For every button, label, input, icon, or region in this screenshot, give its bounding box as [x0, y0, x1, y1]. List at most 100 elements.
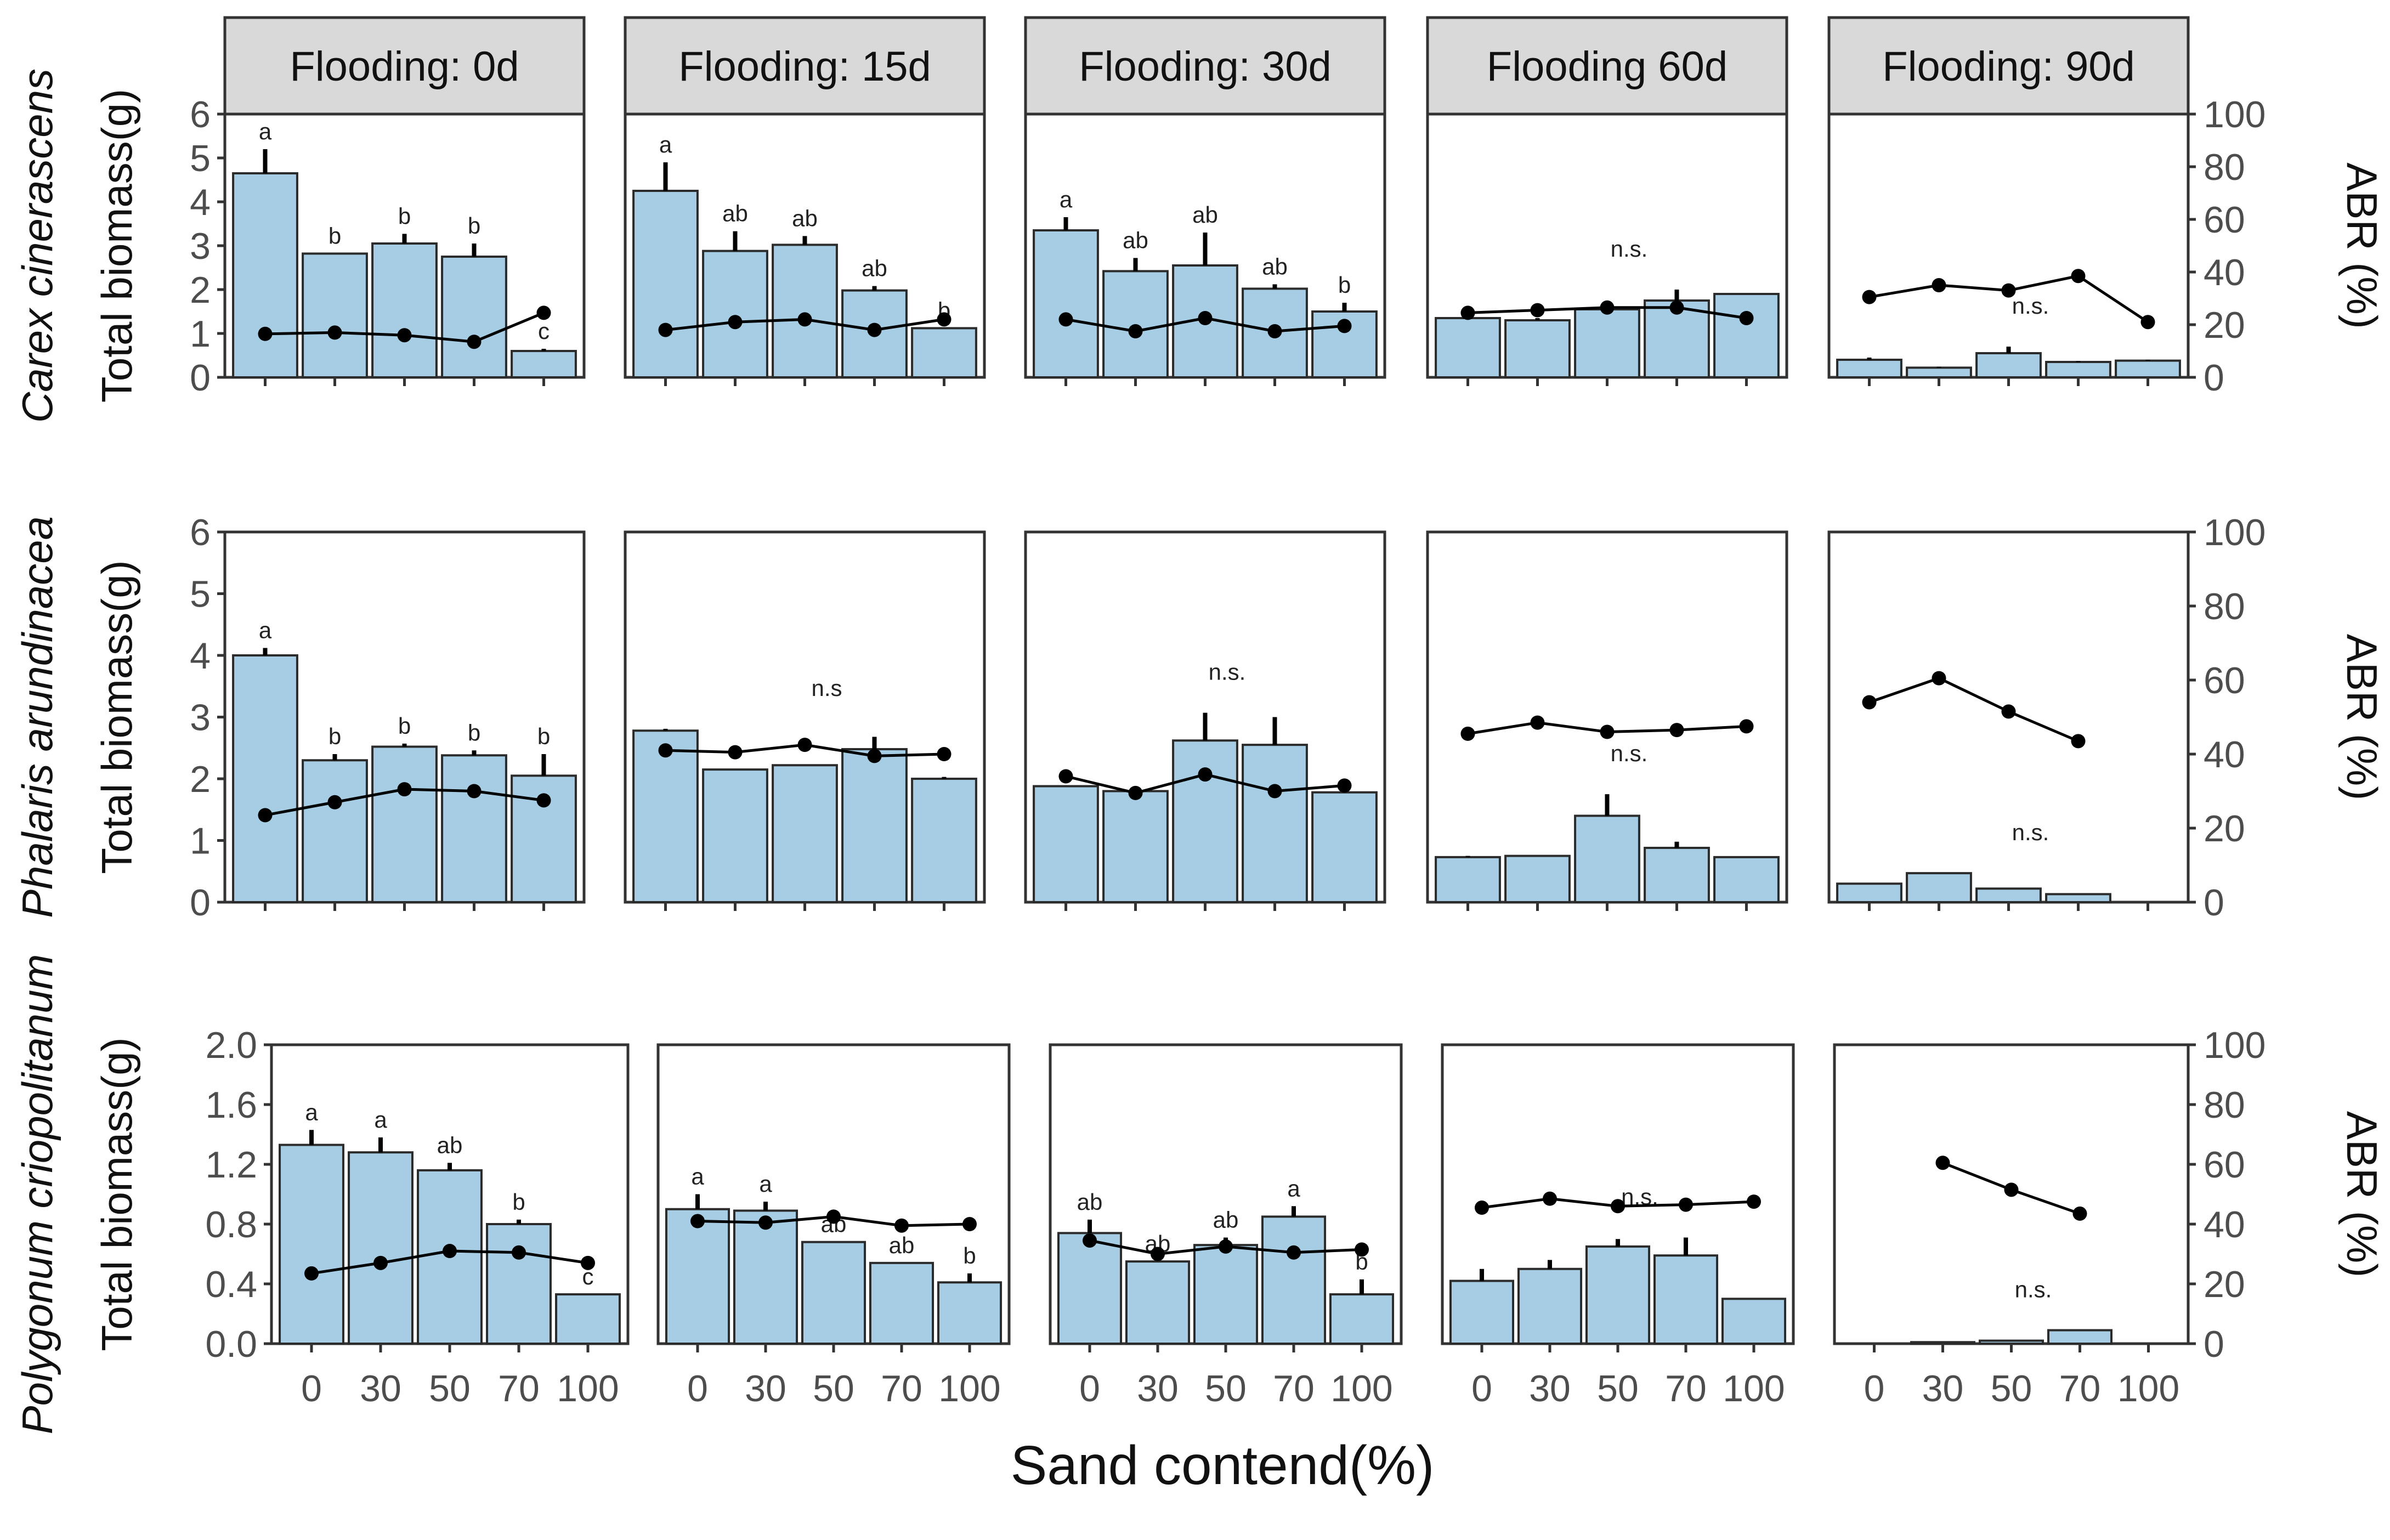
bar-30 [1504, 854, 1571, 903]
sig-ns-label: n.s. [2012, 819, 2049, 845]
y-tick-label-r1-0: 0 [190, 357, 211, 399]
x-tick-label-0: 0 [1864, 1368, 1885, 1409]
bar-30 [1906, 366, 1972, 379]
x-tick-label-30: 30 [360, 1368, 401, 1409]
sig-letter-100: c [538, 318, 550, 344]
y-tick-label-r2-0: 0 [190, 882, 211, 924]
abr-tick-label-r2-2: 40 [2204, 734, 2245, 775]
y-axis-title-r1: Total biomass(g) [93, 89, 141, 403]
abr-point-30 [327, 325, 342, 340]
bar-30 [733, 1209, 798, 1345]
abr-point-0 [304, 1266, 319, 1281]
x-tick-label-70: 70 [2059, 1368, 2101, 1409]
panel-r1-c5: n.s. [1827, 112, 2190, 386]
bar-50 [1172, 739, 1238, 903]
abr-point-50 [1600, 724, 1615, 739]
abr-tick-label-r2-1: 20 [2204, 808, 2245, 850]
abr-point-70 [1267, 324, 1282, 338]
sig-letter-30: b [329, 723, 341, 749]
abr-point-50 [1198, 311, 1213, 325]
abr-point-30 [1543, 1191, 1557, 1206]
abr-point-70 [1679, 1197, 1693, 1212]
panel-r2-c2: n.s [624, 530, 986, 911]
strip-label-2: Flooding: 15d [678, 43, 931, 90]
abr-point-100 [1337, 319, 1352, 333]
abr-point-30 [1530, 715, 1545, 730]
abr-point-50 [1219, 1239, 1233, 1254]
abr-point-70 [1267, 784, 1282, 799]
abr-point-100 [962, 1217, 977, 1231]
sig-letter-50: ab [1192, 202, 1218, 228]
abr-point-0 [1083, 1233, 1097, 1248]
bar-0 [1033, 785, 1099, 903]
bar-0 [1836, 882, 1902, 903]
abr-point-100 [1747, 1194, 1761, 1209]
abr-point-70 [1287, 1245, 1301, 1260]
bar-70 [2045, 361, 2111, 378]
y-tick-label-r2-5: 5 [190, 574, 211, 615]
y-axis-title-r2: Total biomass(g) [93, 560, 141, 874]
x-tick-label-50: 50 [429, 1368, 471, 1409]
abr-point-30 [1530, 303, 1545, 318]
y-tick-label-r3-2: 0.8 [205, 1204, 257, 1245]
sig-letter-70: ab [862, 256, 887, 281]
sig-ns-label: n.s. [2015, 1276, 2052, 1302]
abr-tick-label-r1-3: 60 [2204, 199, 2245, 241]
sig-letter-70: ab [889, 1232, 915, 1258]
strip-label-4: Flooding 60d [1487, 43, 1728, 90]
bar-50 [1574, 308, 1640, 378]
abr-point-100 [937, 312, 952, 327]
bar-50 [772, 244, 838, 378]
abr-point-100 [1355, 1242, 1369, 1257]
bar-50 [371, 745, 438, 903]
abr-point-50 [2001, 283, 2016, 298]
abr-point-0 [1460, 726, 1475, 741]
sig-letter-70: a [1287, 1175, 1300, 1201]
x-tick-label-0: 0 [1079, 1368, 1100, 1409]
bar-50 [1574, 814, 1640, 903]
abr-point-50 [397, 328, 412, 343]
y-tick-label-r3-5: 2.0 [205, 1024, 257, 1066]
x-tick-label-50: 50 [1205, 1368, 1247, 1409]
abr-tick-label-r2-5: 100 [2204, 512, 2266, 553]
bar-70 [441, 256, 507, 378]
sig-letter-0: ab [1077, 1189, 1103, 1215]
sig-ns-label: n.s. [1611, 236, 1648, 262]
sig-letter-50: ab [1213, 1207, 1239, 1233]
panel-r3-c1: a a ab b c 0 30 50 70 100 [270, 1043, 630, 1409]
abr-axis-title-r3: ABR (%) [2338, 1111, 2386, 1277]
sig-letter-30: b [329, 223, 341, 248]
x-tick-label-30: 30 [1137, 1368, 1179, 1409]
sig-letter-0: a [1060, 186, 1073, 212]
abr-point-70 [467, 784, 482, 799]
bar-30 [1504, 319, 1571, 378]
y-tick-label-r2-1: 1 [190, 820, 211, 862]
bar-70 [1261, 1215, 1327, 1345]
bar-0 [1449, 1279, 1515, 1345]
bar-0 [1435, 317, 1501, 378]
panel-r3-c4: n.s.0 30 50 70 100 [1441, 1043, 1795, 1409]
bar-70 [1644, 847, 1710, 903]
abr-point-30 [1128, 324, 1143, 338]
abr-point-100 [1337, 778, 1352, 793]
abr-tick-label-r3-0: 0 [2204, 1323, 2224, 1365]
abr-point-100 [937, 747, 952, 761]
panel-r2-c3: n.s. [1024, 530, 1386, 911]
abr-point-0 [258, 326, 273, 341]
abr-point-30 [1932, 278, 1946, 292]
abr-point-30 [1932, 671, 1946, 686]
sig-ns-label: n.s [811, 675, 842, 701]
abr-point-100 [536, 793, 551, 808]
y-tick-label-r2-6: 6 [190, 512, 211, 553]
x-tick-label-0: 0 [687, 1368, 708, 1409]
y-axis-title-r3: Total biomass(g) [93, 1037, 141, 1351]
x-tick-label-50: 50 [1597, 1368, 1639, 1409]
sig-letter-50: b [398, 203, 411, 229]
y-tick-label-r3-4: 1.6 [205, 1084, 257, 1126]
y-tick-label-r1-6: 6 [190, 94, 211, 135]
bar-50 [772, 764, 838, 903]
abr-point-0 [690, 1214, 705, 1228]
panel-r1-c3: a ab ab ab b [1024, 112, 1386, 386]
bar-0 [279, 1143, 344, 1345]
